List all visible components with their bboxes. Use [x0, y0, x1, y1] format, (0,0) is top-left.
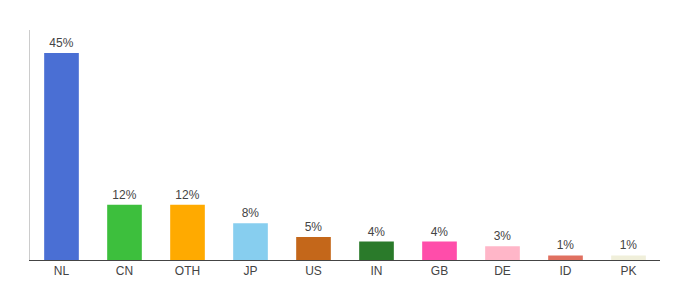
svg-text:12%: 12%	[175, 188, 199, 202]
svg-text:PK: PK	[620, 264, 636, 278]
svg-text:IN: IN	[371, 264, 383, 278]
svg-text:DE: DE	[494, 264, 511, 278]
svg-text:US: US	[305, 264, 322, 278]
svg-text:4%: 4%	[431, 225, 449, 239]
svg-text:OTH: OTH	[175, 264, 200, 278]
svg-text:JP: JP	[243, 264, 257, 278]
svg-text:45%: 45%	[49, 36, 73, 50]
svg-text:CN: CN	[116, 264, 133, 278]
svg-text:12%: 12%	[112, 188, 136, 202]
svg-text:GB: GB	[431, 264, 448, 278]
svg-text:4%: 4%	[368, 225, 386, 239]
svg-text:8%: 8%	[242, 206, 260, 220]
svg-text:5%: 5%	[305, 220, 323, 234]
svg-text:NL: NL	[54, 264, 70, 278]
svg-text:ID: ID	[560, 264, 572, 278]
svg-text:3%: 3%	[494, 229, 512, 243]
svg-text:1%: 1%	[620, 238, 638, 252]
svg-text:1%: 1%	[557, 238, 575, 252]
